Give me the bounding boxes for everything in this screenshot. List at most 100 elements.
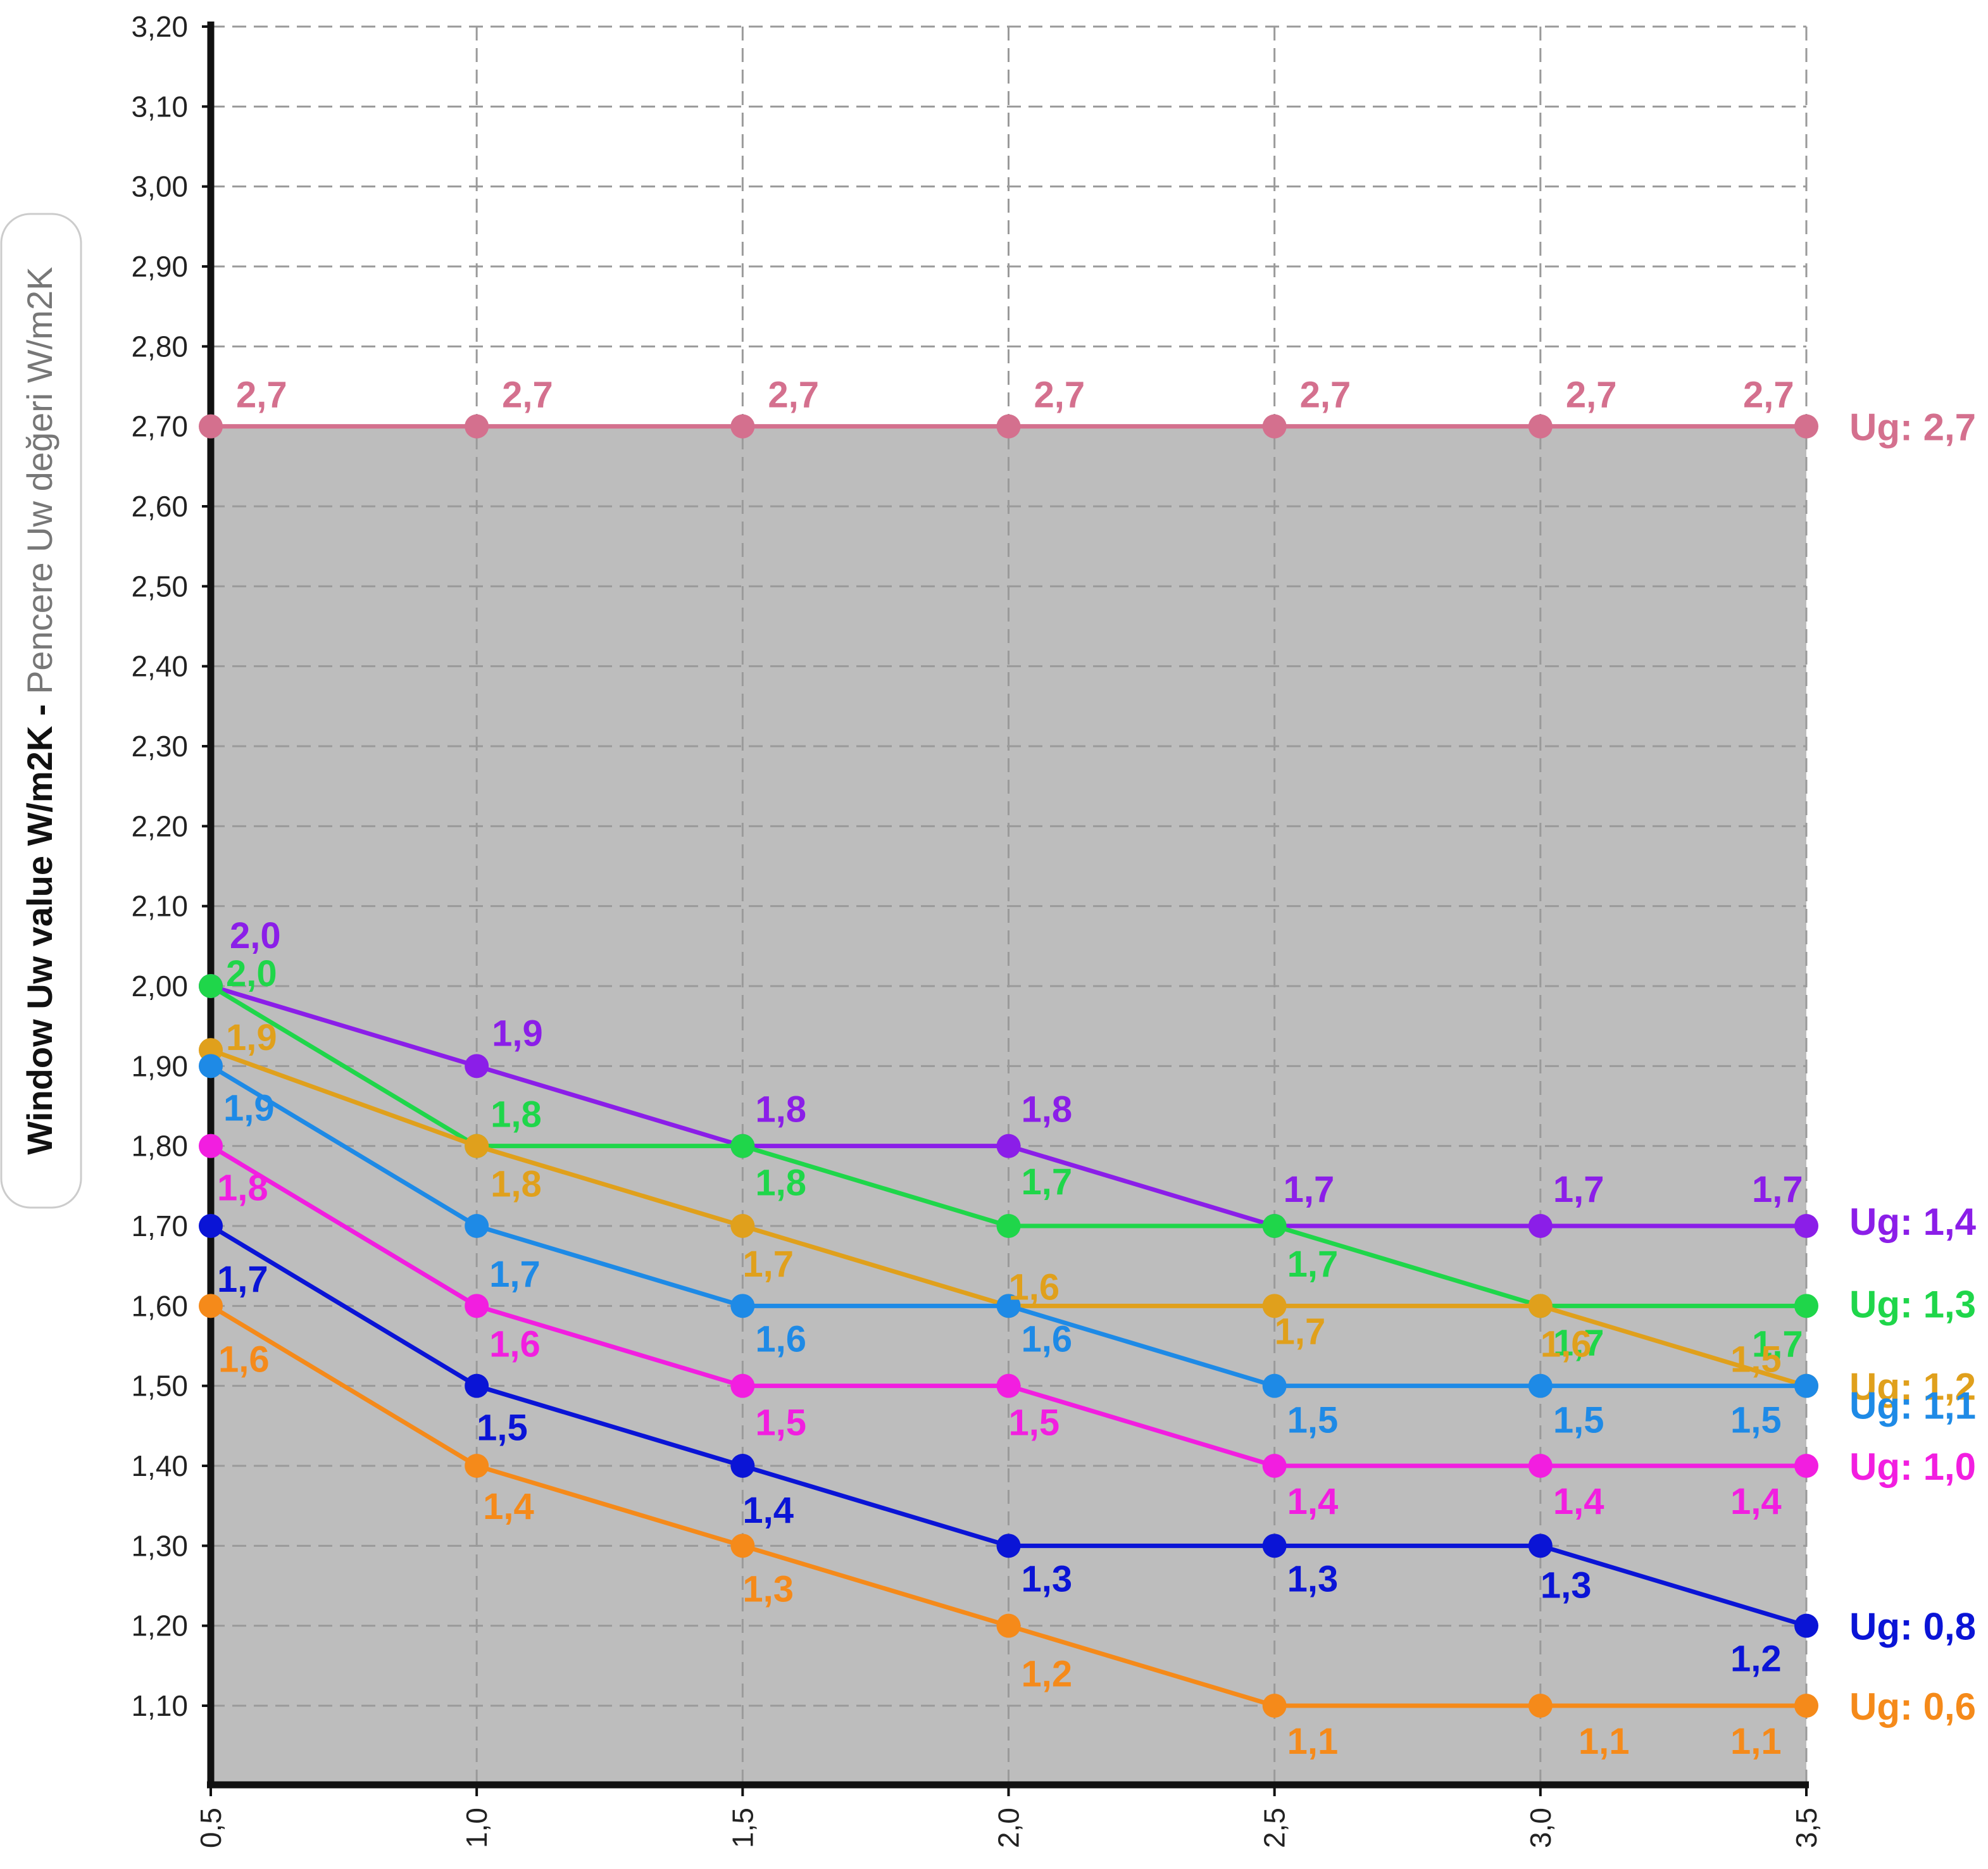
y-tick-label: 2,20 (131, 809, 188, 842)
x-tick-label: 1,5 (726, 1808, 759, 1848)
data-label: 1,4 (742, 1490, 794, 1531)
data-point (996, 1214, 1021, 1238)
data-label: 1,3 (1022, 1558, 1073, 1599)
data-label: 1,8 (491, 1164, 542, 1205)
y-tick-label: 1,10 (131, 1689, 188, 1722)
data-label: 1,6 (489, 1323, 541, 1365)
y-tick-label: 3,00 (131, 170, 188, 203)
tick-labels: 1,101,201,301,401,501,601,701,801,902,00… (131, 10, 1823, 1848)
y-tick-label: 1,60 (131, 1289, 188, 1322)
series-end-label: Ug: 0,6 (1849, 1685, 1976, 1728)
data-label: 1,8 (1022, 1089, 1073, 1130)
data-label: 2,7 (236, 375, 287, 416)
axes (207, 22, 1809, 1789)
data-point (199, 974, 223, 998)
data-point (1262, 1454, 1287, 1478)
data-label: 1,7 (1553, 1169, 1604, 1210)
data-label: 1,6 (755, 1318, 806, 1360)
series-end-label: Ug: 1,4 (1849, 1201, 1977, 1243)
data-label: 1,7 (217, 1259, 268, 1300)
y-tick-label: 2,70 (131, 410, 188, 443)
data-point (996, 1373, 1021, 1398)
data-label: 1,7 (1287, 1244, 1339, 1285)
y-tick-label: 1,40 (131, 1449, 188, 1482)
data-label: 1,7 (1553, 1322, 1604, 1363)
data-label: 1,4 (1730, 1481, 1782, 1522)
x-tick-label: 2,0 (992, 1808, 1025, 1848)
data-point (730, 1294, 755, 1318)
data-label: 2,7 (1566, 375, 1617, 416)
data-label: 1,9 (492, 1013, 543, 1054)
data-point (1528, 1694, 1553, 1718)
data-point (199, 1214, 223, 1238)
data-point (996, 1294, 1021, 1318)
x-tick-label: 3,0 (1524, 1808, 1557, 1848)
data-label: 2,7 (768, 375, 819, 416)
data-point (1262, 414, 1287, 439)
y-tick-label: 1,70 (131, 1210, 188, 1242)
y-axis-label: Window Uw value W/m2K - Pencere Uw değer… (0, 213, 82, 1209)
series-1 (199, 414, 1818, 439)
x-tick-label: 1,0 (460, 1808, 493, 1848)
data-label: 1,8 (217, 1168, 268, 1209)
series-end-label: Ug: 1,2 (1849, 1366, 1976, 1408)
data-point (730, 1373, 755, 1398)
data-point (1262, 1214, 1287, 1238)
data-label: 1,8 (491, 1094, 542, 1135)
y-axis-label: Window Uw value W/m2K - Pencere Uw değer… (20, 267, 59, 1155)
data-point (730, 1134, 755, 1158)
data-point (1794, 1294, 1818, 1318)
data-point (1794, 1613, 1818, 1638)
y-axis-label-box (0, 213, 82, 1209)
y-tick-label: 1,80 (131, 1130, 188, 1163)
data-point (1794, 414, 1818, 439)
data-label: 1,7 (1752, 1323, 1803, 1365)
data-label: 1,4 (1553, 1481, 1604, 1522)
series-end-label: Ug: 0,8 (1849, 1606, 1976, 1648)
data-label: 1,8 (755, 1089, 806, 1130)
data-label: 2,7 (1034, 375, 1085, 416)
y-tick-label: 2,00 (131, 970, 188, 1003)
series-6 (199, 1134, 1818, 1478)
data-label: 1,9 (226, 1017, 277, 1058)
data-point (1262, 1294, 1287, 1318)
data-label: 1,3 (1287, 1558, 1339, 1599)
data-label: 1,5 (755, 1403, 806, 1444)
data-point (730, 1214, 755, 1238)
data-label: 1,6 (218, 1339, 270, 1380)
data-label: 2,7 (1300, 375, 1351, 416)
y-axis-label-bold: Window Uw value W/m2K - (20, 694, 59, 1155)
data-point (465, 1373, 489, 1398)
data-label: 1,7 (1022, 1161, 1073, 1203)
data-point (1262, 1373, 1287, 1398)
data-point (1794, 1694, 1818, 1718)
data-label: 2,7 (502, 375, 553, 416)
data-label: 1,5 (1730, 1339, 1782, 1380)
series (199, 414, 1818, 1718)
y-tick-label: 2,10 (131, 890, 188, 923)
data-point (465, 1294, 489, 1318)
data-label: 1,5 (1730, 1400, 1782, 1441)
y-tick-label: 3,10 (131, 90, 188, 123)
data-point (996, 1534, 1021, 1558)
y-axis-label-light: Pencere Uw değeri W/m2K (20, 267, 59, 694)
data-label: 1,8 (755, 1163, 806, 1204)
series-5 (199, 1054, 1818, 1398)
data-label: 1,4 (483, 1486, 534, 1527)
data-label: 2,7 (1743, 375, 1794, 416)
data-point (1528, 1534, 1553, 1558)
data-point (199, 1054, 223, 1078)
data-label: 1,1 (1730, 1721, 1782, 1762)
series-end-label: Ug: 1,1 (1849, 1385, 1976, 1427)
data-label: 1,9 (223, 1087, 275, 1128)
data-point (996, 1613, 1021, 1638)
data-label: 1,5 (1009, 1403, 1060, 1444)
data-point (465, 1454, 489, 1478)
y-tick-label: 2,90 (131, 250, 188, 283)
series-end-label: Ug: 2,7 (1849, 406, 1976, 449)
y-tick-label: 1,30 (131, 1529, 188, 1562)
data-point (465, 1214, 489, 1238)
data-point (730, 414, 755, 439)
y-tick-label: 2,50 (131, 570, 188, 603)
